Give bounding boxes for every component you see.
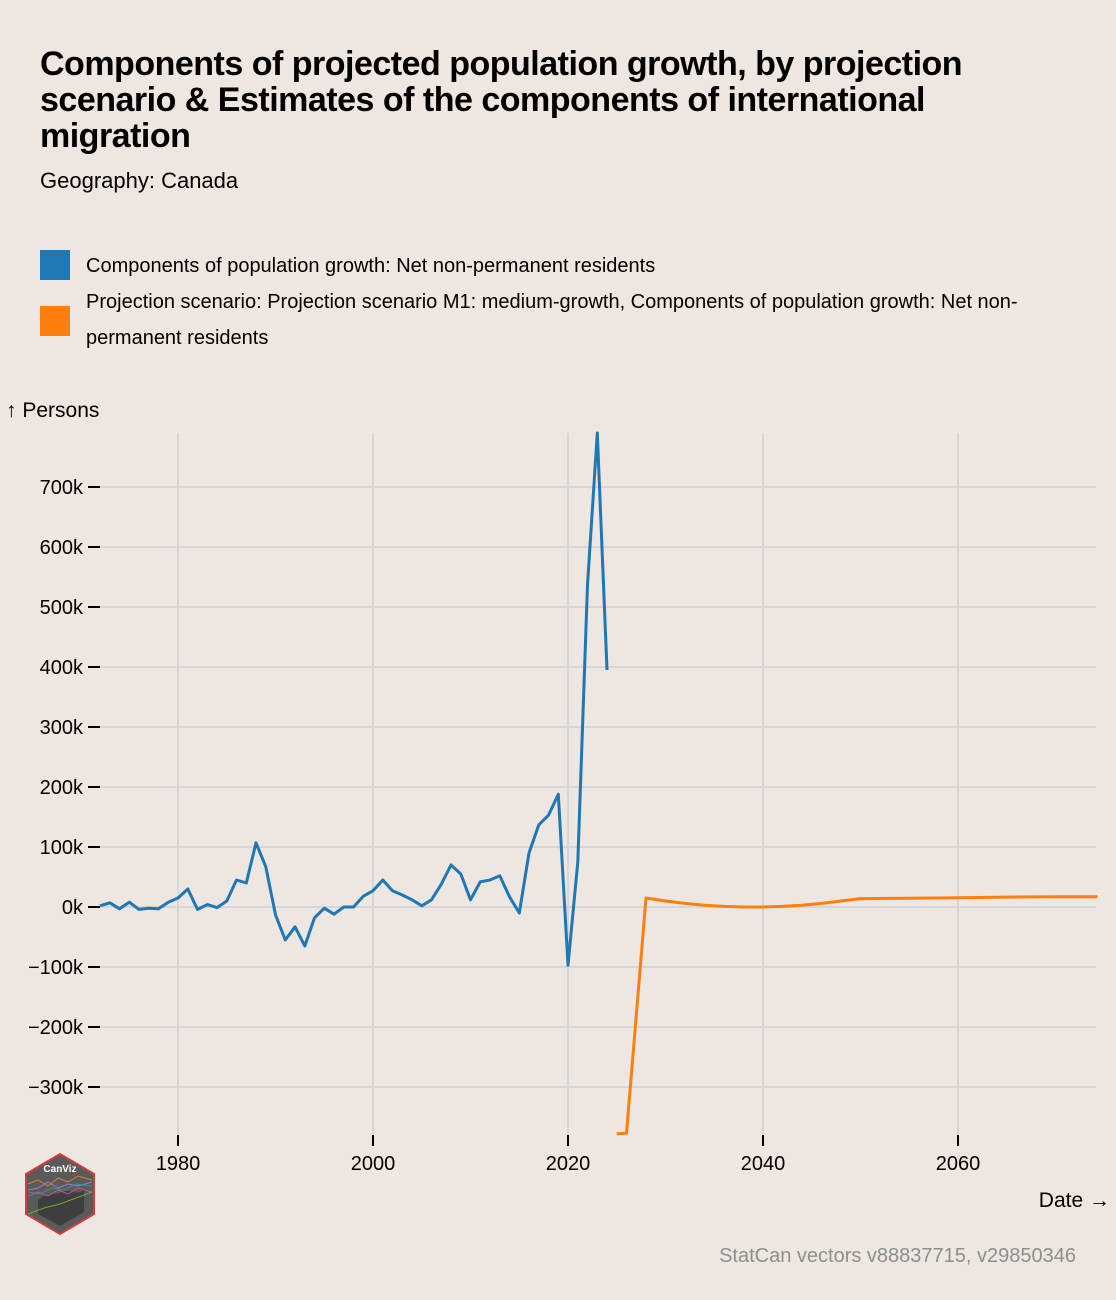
y-tick-label: 700k	[40, 477, 84, 499]
chart-title: Components of projected population growt…	[40, 45, 963, 155]
x-axis: 1980 2000 2020 2040 2060	[156, 1135, 981, 1175]
y-tick-label: −300k	[28, 1077, 84, 1099]
chart-subtitle: Geography: Canada	[40, 168, 239, 193]
source-note: StatCan vectors v88837715, v29850346	[719, 1245, 1076, 1267]
line-chart: −300k −200k −100k 0k 100k 200k 300k 400k 500k 600…	[6, 399, 1110, 1212]
canviz-logo-icon: CanViz	[25, 1152, 95, 1236]
series-line-projection	[616, 895, 1098, 1136]
y-axis-label: ↑ Persons	[6, 399, 99, 422]
x-tick-label: 2060	[936, 1153, 981, 1175]
y-tick-label: 100k	[40, 837, 84, 859]
x-tick-label: 2040	[741, 1153, 786, 1175]
x-axis-label: Date →	[1039, 1189, 1110, 1212]
y-tick-label: −100k	[28, 957, 84, 979]
series-line-observed	[99, 431, 609, 967]
legend-swatch-orange	[40, 306, 70, 336]
legend-item-observed[interactable]: Components of population growth: Net non…	[40, 248, 1100, 284]
x-tick-label: 2000	[351, 1153, 396, 1175]
y-tick-label: 200k	[40, 777, 84, 799]
legend: Components of population growth: Net non…	[40, 248, 1100, 356]
y-tick-label: 600k	[40, 537, 84, 559]
x-tick-label: 2020	[546, 1153, 591, 1175]
legend-label: Projection scenario: Projection scenario…	[86, 291, 1018, 349]
legend-swatch-blue	[40, 250, 70, 280]
y-tick-label: 400k	[40, 657, 84, 679]
y-tick-label: 500k	[40, 597, 84, 619]
y-tick-label: 300k	[40, 717, 84, 739]
x-tick-label: 1980	[156, 1153, 201, 1175]
y-axis: −300k −200k −100k 0k 100k 200k 300k 400k 500k 600…	[28, 477, 100, 1099]
legend-label: Components of population growth: Net non…	[86, 255, 656, 277]
grid-lines	[100, 433, 1096, 1135]
logo-text: CanViz	[43, 1164, 76, 1175]
legend-item-projection[interactable]: Projection scenario: Projection scenario…	[40, 284, 1100, 356]
y-tick-label: −200k	[28, 1017, 84, 1039]
series-lines	[99, 431, 1098, 1136]
y-tick-label: 0k	[62, 897, 84, 919]
